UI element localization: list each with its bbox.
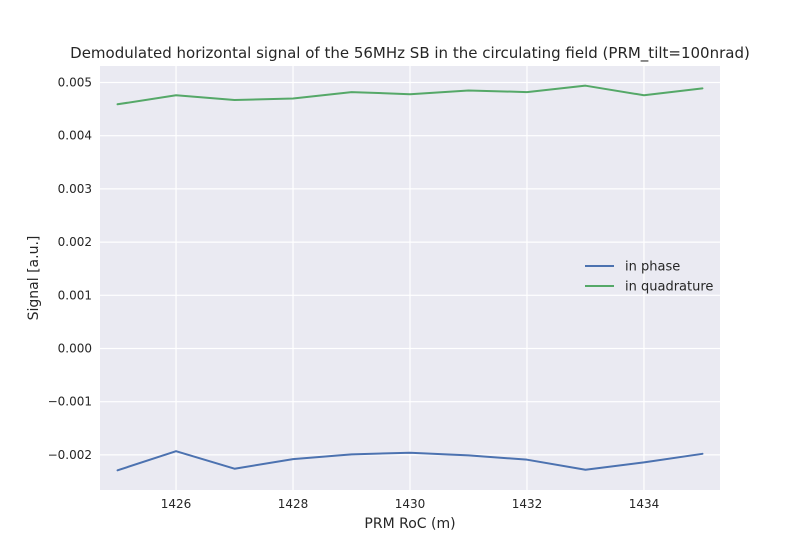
x-tick-label: 1426: [161, 497, 192, 511]
legend-label-2: in quadrature: [625, 280, 713, 295]
y-axis-label: Signal [a.u.]: [26, 236, 42, 321]
series-line-1: [116, 450, 704, 472]
y-tick-label: 0.002: [58, 235, 92, 249]
y-tick-label: 0.005: [58, 75, 92, 89]
y-tick-labels: −0.002 −0.001 0.000 0.001 0.002 0.003 0.004 0.0…: [48, 75, 92, 461]
series-group: [116, 84, 704, 472]
series-line-2: [116, 84, 704, 106]
y-tick-label: 0.003: [58, 182, 92, 196]
x-tick-label: 1428: [278, 497, 309, 511]
chart-title: Demodulated horizontal signal of the 56M…: [70, 44, 750, 63]
x-axis-label: PRM RoC (m): [364, 516, 455, 532]
legend-label-1: in phase: [625, 260, 680, 275]
y-tick-label: 0.000: [58, 341, 92, 355]
legend: in phase in quadrature: [585, 260, 713, 295]
x-tick-label: 1434: [629, 497, 660, 511]
y-tick-label: 0.004: [58, 129, 92, 143]
grid: [100, 66, 720, 490]
x-tick-label: 1430: [395, 497, 426, 511]
y-tick-label: 0.001: [58, 288, 92, 302]
x-tick-label: 1432: [512, 497, 543, 511]
y-tick-label: −0.001: [48, 395, 92, 409]
y-tick-label: −0.002: [48, 448, 92, 462]
x-tick-labels: 1426 1428 1430 1432 1434: [161, 497, 659, 511]
